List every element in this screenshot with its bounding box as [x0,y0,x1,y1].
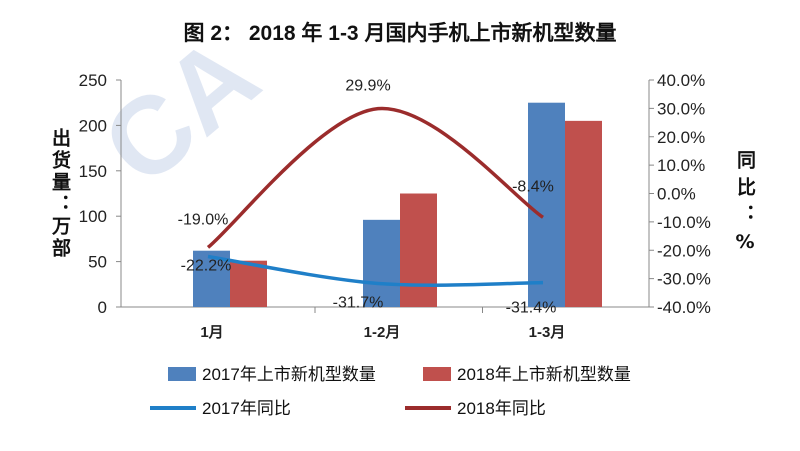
data-label: 29.9% [345,78,390,95]
line-2017-yoy [207,254,544,287]
left-tick-label: 200 [79,116,107,135]
bar-2018 [565,120,602,307]
right-tick-label: 40.0% [657,71,705,90]
right-tick-label: 0.0% [657,185,696,204]
data-label: -19.0% [178,211,229,228]
legend-label: 2018年同比 [457,399,546,418]
data-label: -22.2% [181,257,232,274]
left-axis-title: 出货量：万部 [49,128,71,260]
line-2018-yoy [206,106,544,249]
bar-2017 [528,102,565,307]
right-tick-label: 30.0% [657,99,705,118]
x-tick-label: 1月 [200,324,223,341]
legend-label: 2018年上市新机型数量 [457,365,631,384]
legend-label: 2017年上市新机型数量 [202,365,376,384]
right-tick-label: -10.0% [657,213,711,232]
right-tick-label: -20.0% [657,241,711,260]
data-label: -31.7% [333,294,384,311]
bar-2017 [363,219,400,307]
right-tick-label: -40.0% [657,298,711,317]
x-tick-label: 1-3月 [529,324,566,341]
x-tick-label: 1-2月 [364,324,401,341]
right-tick-label: 10.0% [657,156,705,175]
left-tick-label: 250 [79,71,107,90]
bar-2018 [230,260,267,307]
chart-title: 图 2： 2018 年 1-3 月国内手机上市新机型数量 [184,21,617,45]
left-tick-label: 150 [79,162,107,181]
legend-swatch [423,367,451,381]
right-axis-title: 同比：% [734,150,756,261]
right-tick-label: -30.0% [657,270,711,289]
legend-label: 2017年同比 [202,399,291,418]
right-tick-label: 20.0% [657,128,705,147]
data-label: -8.4% [512,178,554,195]
left-tick-label: 0 [98,298,107,317]
left-tick-label: 50 [88,253,107,272]
legend-swatch [168,367,196,381]
bar-2018 [400,193,437,307]
data-label: -31.4% [506,300,557,317]
left-tick-label: 100 [79,207,107,226]
